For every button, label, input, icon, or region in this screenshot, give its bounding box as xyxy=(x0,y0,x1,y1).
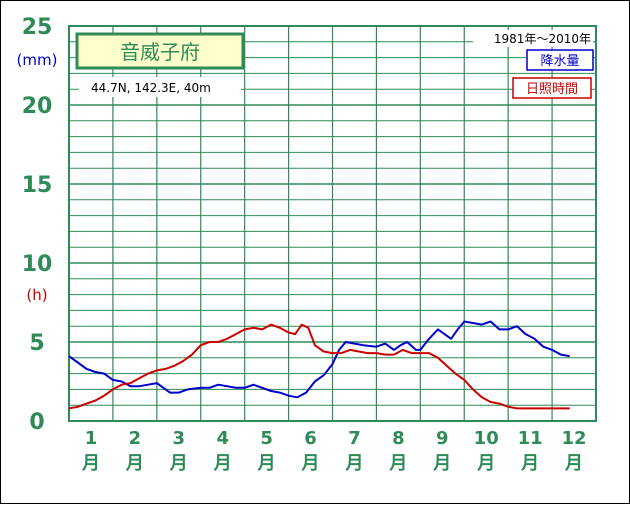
x-tick-suffix: 月 xyxy=(520,453,539,474)
x-tick-label: 11 xyxy=(518,428,543,449)
x-tick-suffix: 月 xyxy=(169,453,188,474)
x-tick-suffix: 月 xyxy=(344,453,363,474)
legend-precip-box xyxy=(526,49,594,71)
location-label: 44.7N, 142.3E, 40m xyxy=(91,81,211,95)
legend-sunshine-label: 日照時間 xyxy=(526,82,578,97)
series-layer xyxy=(68,320,570,410)
x-tick-label: 4 xyxy=(216,428,229,449)
legend-sunshine-box xyxy=(512,77,592,99)
y-tick-label: 25 xyxy=(22,15,53,40)
precip-unit-label: (mm) xyxy=(17,51,58,69)
y-tick-label: 5 xyxy=(29,331,44,356)
x-tick-label: 2 xyxy=(129,428,142,449)
period-label: 1981年〜2010年 xyxy=(494,32,591,46)
x-tick-suffix: 月 xyxy=(388,453,407,474)
x-tick-suffix: 月 xyxy=(476,453,495,474)
x-tick-label: 8 xyxy=(392,428,405,449)
sunshine-unit-label: (h) xyxy=(26,286,47,304)
x-tick-label: 6 xyxy=(304,428,317,449)
legend-precip-label: 降水量 xyxy=(540,54,579,69)
title-box xyxy=(75,32,245,70)
plot-border xyxy=(68,25,597,422)
x-tick-suffix: 月 xyxy=(301,453,320,474)
y-tick-label: 10 xyxy=(22,252,53,277)
chart-title: 音威子府 xyxy=(120,40,200,64)
y-tick-label: 20 xyxy=(22,94,53,119)
x-tick-label: 1 xyxy=(85,428,98,449)
x-tick-label: 5 xyxy=(260,428,273,449)
x-tick-suffix: 月 xyxy=(564,453,583,474)
x-tick-label: 12 xyxy=(562,428,587,449)
x-axis-ticks: 1 月 2 月 3 月 4 月 5 月 6 月 7 月 8 月 9 月 10 月 11 月 12 月 xyxy=(81,428,587,474)
x-tick-label: 7 xyxy=(348,428,361,449)
x-tick-label: 10 xyxy=(474,428,499,449)
x-tick-suffix: 月 xyxy=(257,453,276,474)
x-tick-suffix: 月 xyxy=(81,453,100,474)
y-tick-label: 0 xyxy=(29,410,44,435)
period-background xyxy=(473,30,593,47)
location-background xyxy=(79,77,241,97)
x-tick-label: 9 xyxy=(436,428,449,449)
x-tick-label: 3 xyxy=(173,428,186,449)
x-tick-suffix: 月 xyxy=(432,453,451,474)
y-tick-label: 15 xyxy=(22,173,53,198)
precip-series-line xyxy=(68,320,570,399)
x-tick-suffix: 月 xyxy=(125,453,144,474)
x-tick-suffix: 月 xyxy=(213,453,232,474)
sunshine-series-line xyxy=(68,323,570,410)
y-axis-ticks: 0 5 10 15 20 25 xyxy=(22,15,53,435)
